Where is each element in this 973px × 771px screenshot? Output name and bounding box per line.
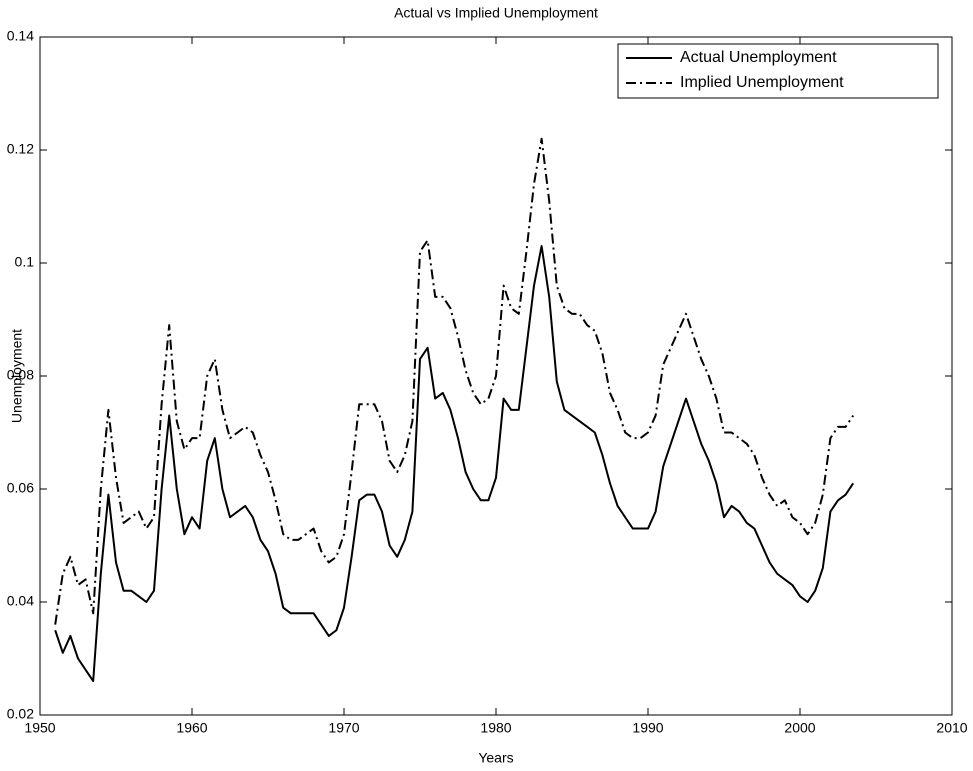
y-axis-label: Unemployment (9, 329, 25, 423)
y-tick-label: 0.12 (7, 141, 34, 157)
x-tick-label: 1950 (24, 720, 55, 736)
chart-title: Actual vs Implied Unemployment (394, 5, 598, 21)
y-tick-label: 0.14 (7, 28, 34, 44)
y-tick-label: 0.08 (7, 367, 34, 383)
legend-label: Implied Unemployment (680, 74, 844, 91)
data-line (54, 137, 855, 625)
y-tick-label: 0.1 (15, 254, 35, 270)
x-axis-label: Years (478, 750, 513, 766)
x-tick-label: 2010 (936, 720, 967, 736)
y-tick-label: 0.06 (7, 480, 34, 496)
y-tick-label: 0.04 (7, 593, 34, 609)
x-tick-label: 2000 (784, 720, 815, 736)
data-line (54, 245, 855, 683)
x-tick-label: 1960 (176, 720, 207, 736)
legend-box (617, 43, 939, 99)
legend-label: Actual Unemployment (680, 49, 837, 66)
x-tick-label: 1970 (328, 720, 359, 736)
y-tick-label: 0.02 (7, 706, 34, 722)
x-tick-label: 1980 (480, 720, 511, 736)
x-tick-label: 1990 (632, 720, 663, 736)
